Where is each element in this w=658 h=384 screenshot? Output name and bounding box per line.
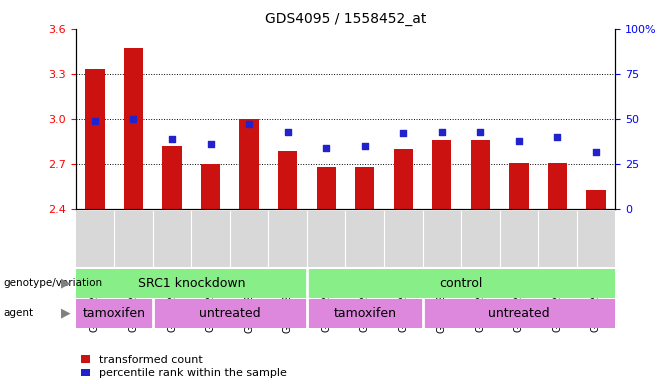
Bar (422, 299, 615, 328)
Point (89, 118, 100, 124)
Text: tamoxifen: tamoxifen (83, 307, 145, 319)
Bar (509, 163, 528, 209)
Bar (307, 299, 422, 328)
Bar (316, 167, 336, 209)
Bar (86, 70, 105, 209)
Point (514, 137, 524, 144)
Text: agent: agent (3, 308, 34, 318)
Point (128, 116, 139, 122)
Title: GDS4095 / 1558452_at: GDS4095 / 1558452_at (265, 12, 426, 26)
Bar (163, 146, 182, 209)
Bar (240, 119, 259, 209)
Point (166, 136, 177, 142)
Bar (393, 149, 413, 209)
Text: untreated: untreated (488, 307, 549, 319)
Point (205, 141, 216, 147)
Bar (586, 190, 605, 209)
Text: SRC1 knockdown: SRC1 knockdown (138, 277, 245, 290)
Bar (470, 140, 490, 209)
Bar (432, 140, 451, 209)
Bar (76, 299, 153, 328)
Bar (547, 163, 567, 209)
Bar (201, 164, 220, 209)
Text: tamoxifen: tamoxifen (333, 307, 396, 319)
Text: ▶: ▶ (61, 277, 70, 290)
Text: untreated: untreated (199, 307, 261, 319)
Bar (278, 151, 297, 209)
Point (244, 121, 255, 127)
Point (398, 131, 409, 137)
Bar (153, 299, 307, 328)
Text: genotype/variation: genotype/variation (3, 278, 103, 288)
Point (591, 149, 601, 155)
Bar (124, 48, 143, 209)
Text: ▶: ▶ (61, 307, 70, 319)
Point (436, 129, 447, 135)
Point (282, 129, 293, 135)
Point (359, 143, 370, 149)
Point (321, 145, 332, 151)
Bar (355, 167, 374, 209)
Point (552, 134, 563, 140)
Legend: transformed count, percentile rank within the sample: transformed count, percentile rank withi… (81, 355, 287, 379)
Text: control: control (440, 277, 483, 290)
Point (475, 129, 486, 135)
